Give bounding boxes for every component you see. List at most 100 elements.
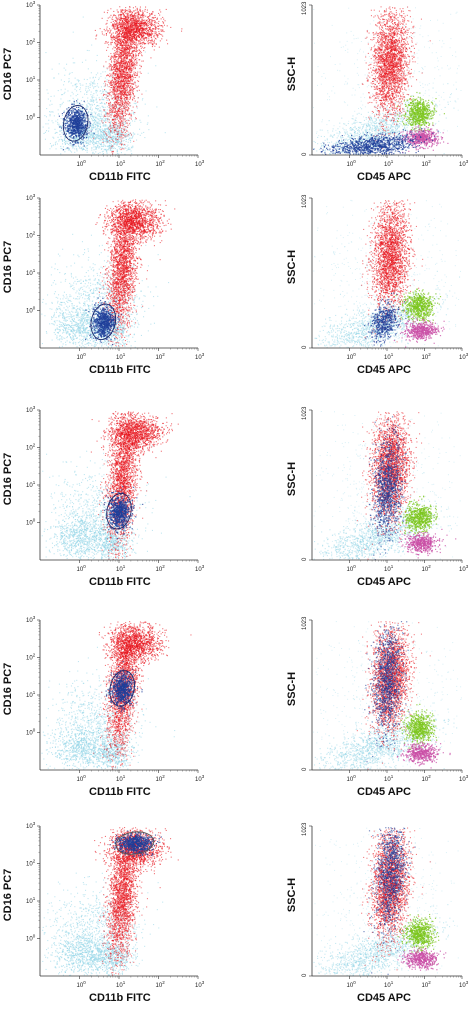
x-axis-label: CD11b FITC xyxy=(89,992,151,1004)
gated-events xyxy=(364,621,410,763)
gated-events xyxy=(313,128,439,156)
y-tick-label: 103 xyxy=(26,615,36,624)
background-events xyxy=(80,729,140,770)
scatter-plot: 100 101 102 103 0 1023 xyxy=(302,406,469,573)
gated-events xyxy=(58,100,95,151)
y-tick-label: 102 xyxy=(26,231,36,240)
x-tick-label: 101 xyxy=(116,564,126,573)
x-tick-label: 100 xyxy=(77,564,87,573)
scatter-panel-row2-right: 100 101 102 103 0 1023 CD45 APC SSC-H xyxy=(286,194,469,378)
x-axis-label: CD45 APC xyxy=(357,786,411,798)
y-tick-label: 102 xyxy=(26,653,36,662)
scatter-plot: 100 101 102 103 0 1023 xyxy=(302,194,469,361)
background-events xyxy=(314,702,458,771)
x-tick-label: 102 xyxy=(422,564,432,573)
lymphocyte-events xyxy=(397,913,440,965)
x-tick-label: 100 xyxy=(347,980,357,989)
granulocyte-events xyxy=(98,621,192,671)
gated-events xyxy=(363,827,416,975)
y-axis-label: CD16 PC7 xyxy=(2,237,14,297)
y-tick-label: 100 xyxy=(26,518,36,527)
y-tick-label: 102 xyxy=(26,38,36,47)
x-axis-label: CD45 APC xyxy=(357,576,411,588)
scatter-plot: 100 101 102 103 100 101 102 103 xyxy=(26,615,205,783)
granulocyte-events xyxy=(95,199,176,261)
y-tick-label: 103 xyxy=(26,821,36,830)
x-tick-label: 100 xyxy=(77,980,87,989)
scatter-panel-row3-right: 100 101 102 103 0 1023 CD45 APC SSC-H xyxy=(286,406,469,590)
y-axis-label: CD16 PC7 xyxy=(2,659,14,719)
scatter-plot: 100 101 102 103 0 1023 xyxy=(302,1,469,168)
granulocyte-events xyxy=(97,199,148,347)
scatter-panel-row5-right: 100 101 102 103 0 1023 CD45 APC SSC-H xyxy=(286,822,469,1006)
granulocyte-events xyxy=(361,199,424,343)
x-tick-label: 102 xyxy=(156,159,166,168)
scatter-plot: 100 101 102 103 100 101 102 103 xyxy=(26,193,205,361)
x-tick-label: 103 xyxy=(459,352,469,361)
x-tick-label: 103 xyxy=(459,564,469,573)
y-tick-label: 1023 xyxy=(302,616,308,630)
y-axis-label: CD16 PC7 xyxy=(2,865,14,925)
scatter-plot: 100 101 102 103 100 101 102 103 xyxy=(26,821,205,989)
gated-events xyxy=(103,485,144,540)
x-tick-label: 101 xyxy=(116,352,126,361)
x-tick-label: 103 xyxy=(195,774,205,783)
y-tick-label: 1023 xyxy=(302,1,308,15)
x-tick-label: 101 xyxy=(384,980,394,989)
x-tick-label: 101 xyxy=(384,159,394,168)
y-tick-label: 102 xyxy=(26,443,36,452)
x-axis-label: CD45 APC xyxy=(357,992,411,1004)
x-tick-label: 102 xyxy=(422,352,432,361)
gate-ellipse[interactable] xyxy=(60,103,91,143)
y-tick-label: 101 xyxy=(26,690,36,699)
gate-ellipse[interactable] xyxy=(88,302,119,342)
gate-ellipse[interactable] xyxy=(114,830,155,857)
y-tick-label: 101 xyxy=(26,480,36,489)
y-axis-label: SSC-H xyxy=(286,865,298,925)
x-tick-label: 103 xyxy=(195,159,205,168)
granulocyte-events xyxy=(361,6,431,149)
x-tick-label: 102 xyxy=(422,159,432,168)
x-tick-label: 100 xyxy=(347,352,357,361)
y-tick-label: 1023 xyxy=(302,822,308,836)
x-tick-label: 102 xyxy=(156,352,166,361)
x-axis-label: CD11b FITC xyxy=(89,786,151,798)
scatter-panel-row4-left: 100 101 102 103 100 101 102 103 CD11b FITC CD16 P… xyxy=(2,615,205,800)
x-tick-label: 102 xyxy=(156,980,166,989)
x-tick-label: 102 xyxy=(422,980,432,989)
scatter-panel-row1-left: 100 101 102 103 100 101 102 103 CD11b FITC CD16 P… xyxy=(2,0,205,185)
x-tick-label: 103 xyxy=(195,980,205,989)
monocyte-events xyxy=(393,316,445,348)
scatter-panel-row1-right: 100 101 102 103 0 1023 CD45 APC SSC-H xyxy=(286,1,469,185)
gate-ellipse[interactable] xyxy=(104,491,135,531)
y-tick-label: 0 xyxy=(302,345,308,349)
gated-events xyxy=(363,292,407,347)
y-tick-label: 0 xyxy=(302,767,308,771)
y-tick-label: 103 xyxy=(26,405,36,414)
y-axis-label: CD16 PC7 xyxy=(2,449,14,509)
x-tick-label: 102 xyxy=(156,774,166,783)
monocyte-events xyxy=(398,528,457,559)
scatter-panel-row3-left: 100 101 102 103 100 101 102 103 CD11b FITC CD16 P… xyxy=(2,405,205,590)
x-tick-label: 102 xyxy=(422,774,432,783)
y-tick-label: 0 xyxy=(302,973,308,977)
scatter-panel-row4-right: 100 101 102 103 0 1023 CD45 APC SSC-H xyxy=(286,616,469,800)
x-tick-label: 100 xyxy=(347,774,357,783)
granulocyte-events xyxy=(90,411,179,466)
gated-events xyxy=(109,830,162,857)
x-tick-label: 101 xyxy=(384,774,394,783)
gated-events xyxy=(105,661,143,717)
y-tick-label: 100 xyxy=(26,306,36,315)
x-tick-label: 103 xyxy=(459,980,469,989)
x-axis-label: CD45 APC xyxy=(357,171,411,183)
gate-ellipse[interactable] xyxy=(107,668,138,708)
scatter-plot: 100 101 102 103 0 1023 xyxy=(302,822,469,989)
x-axis-label: CD11b FITC xyxy=(89,171,151,183)
x-tick-label: 100 xyxy=(77,774,87,783)
y-tick-label: 102 xyxy=(26,859,36,868)
x-tick-label: 101 xyxy=(384,564,394,573)
monocyte-events xyxy=(396,124,449,153)
y-axis-label: SSC-H xyxy=(286,237,298,297)
x-tick-label: 102 xyxy=(156,564,166,573)
y-tick-label: 101 xyxy=(26,268,36,277)
